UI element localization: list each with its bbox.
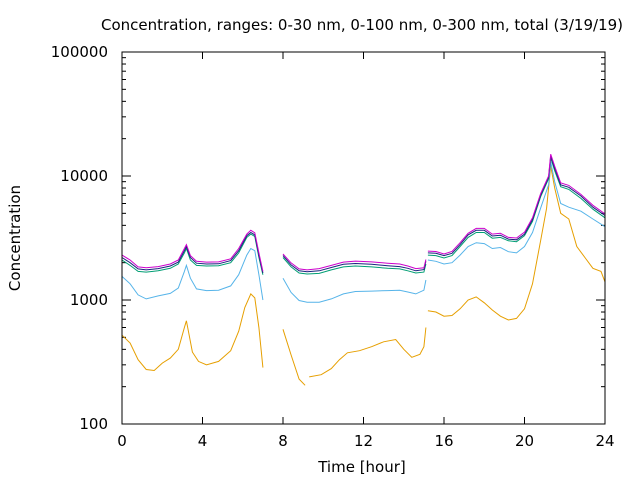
y-tick-label: 1000 bbox=[70, 291, 108, 309]
chart-title: Concentration, ranges: 0-30 nm, 0-100 nm… bbox=[101, 16, 623, 34]
series-2-line-segment-2 bbox=[282, 277, 427, 303]
x-tick-label: 0 bbox=[117, 432, 127, 450]
series-2-line-segment-1 bbox=[121, 247, 264, 301]
series-3-line-segment-3 bbox=[427, 157, 606, 259]
series-3-line-segment-2 bbox=[282, 257, 427, 275]
series-5-line-segment-1 bbox=[121, 229, 264, 272]
series-1-line-segment-4 bbox=[427, 166, 606, 321]
y-tick-label: 100 bbox=[79, 415, 108, 433]
series-2-line-segment-3 bbox=[427, 161, 606, 265]
data-series bbox=[121, 154, 606, 386]
x-tick-label: 8 bbox=[278, 432, 288, 450]
y-tick-label: 100000 bbox=[51, 43, 108, 61]
plot-frame bbox=[121, 51, 606, 425]
x-tick-label: 4 bbox=[198, 432, 208, 450]
x-tick-label: 24 bbox=[595, 432, 614, 450]
series-5-line-segment-3 bbox=[427, 154, 606, 255]
x-axis-label: Time [hour] bbox=[317, 458, 406, 476]
axis-ticks: 0 4 8 12 16 20 24 100 1000 10000 100000 bbox=[51, 43, 615, 450]
y-axis-label: Concentration bbox=[6, 185, 24, 291]
x-tick-label: 20 bbox=[515, 432, 534, 450]
series-1-line-segment-2 bbox=[282, 329, 306, 386]
series-4-line-segment-2 bbox=[282, 255, 427, 273]
y-tick-label: 10000 bbox=[60, 167, 108, 185]
series-5-line-segment-2 bbox=[282, 253, 427, 271]
series-4-line-segment-1 bbox=[121, 231, 264, 274]
x-tick-label: 12 bbox=[354, 432, 373, 450]
series-1-line-segment-1 bbox=[121, 293, 264, 372]
series-1-line-segment-3 bbox=[309, 327, 427, 378]
series-4-line-segment-3 bbox=[427, 155, 606, 257]
series-3-line-segment-1 bbox=[121, 233, 264, 275]
x-tick-label: 16 bbox=[434, 432, 453, 450]
